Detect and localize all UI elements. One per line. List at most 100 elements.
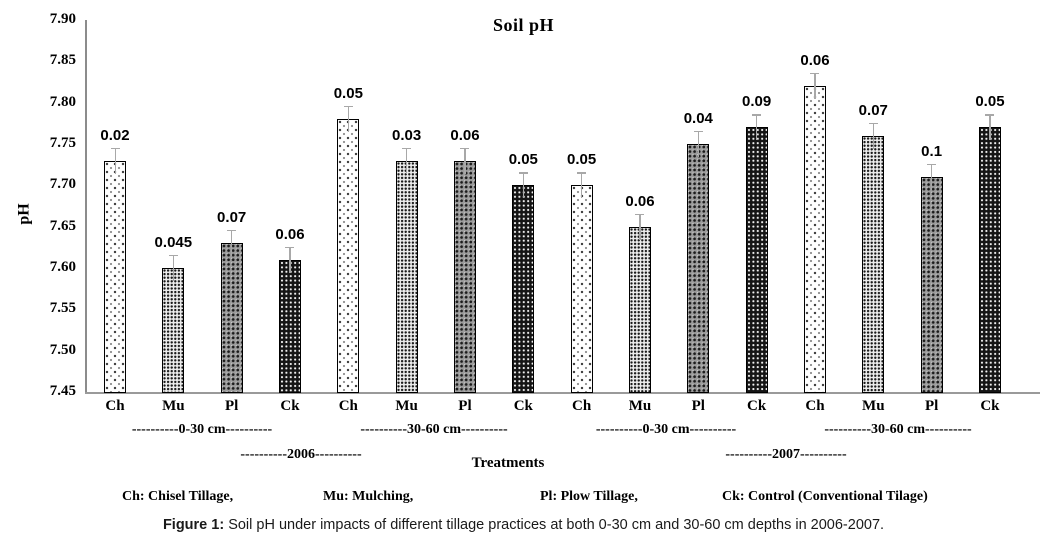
bar-value-label: 0.045 bbox=[154, 234, 193, 251]
y-tick-label: 7.60 bbox=[49, 259, 76, 275]
error-bar-line bbox=[639, 213, 641, 240]
x-tick-label-pl: Pl bbox=[691, 398, 705, 414]
x-tick-label-mu: Mu bbox=[395, 398, 418, 414]
x-tick-label-pl: Pl bbox=[458, 398, 472, 414]
year-group-label: ----------2006---------- bbox=[240, 447, 362, 462]
y-tick-label: 7.70 bbox=[49, 176, 76, 193]
error-bar-line bbox=[989, 114, 991, 141]
bar-value-label: 0.06 bbox=[800, 52, 830, 70]
bar-ch-12 bbox=[803, 86, 826, 393]
error-bar-cap bbox=[752, 114, 762, 116]
error-bar-line bbox=[522, 172, 524, 199]
error-bar-cap bbox=[402, 147, 412, 149]
year-group-label: ----------2007---------- bbox=[725, 447, 847, 462]
figure-caption: Figure 1: Soil pH under impacts of diffe… bbox=[18, 517, 1029, 533]
bar-value-label: 0.02 bbox=[100, 126, 130, 144]
bar-value-label: 0.07 bbox=[217, 209, 247, 227]
x-tick-label-pl: Pl bbox=[924, 398, 939, 414]
y-tick-label: 7.90 bbox=[49, 11, 76, 27]
bar-value-label: 0.07 bbox=[858, 101, 888, 119]
bar-mu-1 bbox=[162, 268, 185, 393]
x-tick-label-pl: Pl bbox=[224, 398, 239, 414]
x-tick-label-ck: Ck bbox=[513, 398, 533, 414]
error-bar-line bbox=[697, 131, 699, 157]
bar-pl-2 bbox=[220, 243, 243, 393]
error-bar-cap bbox=[693, 131, 703, 133]
x-tick-label-ch: Ch bbox=[572, 398, 592, 414]
bar-ch-4 bbox=[337, 119, 360, 393]
y-tick-label: 7.45 bbox=[49, 383, 76, 399]
error-bar-cap bbox=[518, 172, 528, 174]
x-tick-label-ch: Ch bbox=[105, 398, 125, 414]
x-tick-label-ck: Ck bbox=[747, 398, 767, 414]
bar-mu-13 bbox=[862, 135, 885, 393]
error-bar-cap bbox=[110, 147, 120, 149]
error-bar-line bbox=[756, 114, 758, 141]
legend-item-control: Ck: Control (Conventional Tilage) bbox=[722, 489, 928, 504]
y-tick-label: 7.55 bbox=[49, 300, 76, 317]
figure-caption-prefix: Figure 1: bbox=[162, 517, 225, 533]
error-bar-line bbox=[347, 106, 349, 133]
bar-value-label: 0.06 bbox=[450, 126, 480, 144]
y-tick-label: 7.80 bbox=[49, 93, 76, 110]
y-tick-label: 7.75 bbox=[49, 135, 76, 151]
x-tick-label-ck: Ck bbox=[980, 398, 1000, 414]
error-bar-line bbox=[931, 164, 933, 191]
depth-group-label: ----------0-30 cm---------- bbox=[595, 422, 737, 437]
error-bar-line bbox=[581, 172, 583, 199]
error-bar-line bbox=[114, 147, 116, 174]
error-bar-cap bbox=[168, 255, 178, 257]
bar-value-label: 0.03 bbox=[392, 126, 422, 144]
bar-ck-11 bbox=[745, 127, 768, 393]
bar-pl-14 bbox=[920, 177, 943, 393]
error-bar-cap bbox=[810, 73, 820, 75]
error-bar-line bbox=[406, 147, 408, 174]
bar-value-label: 0.06 bbox=[275, 225, 305, 243]
error-bar-cap bbox=[635, 213, 645, 215]
bar-value-label: 0.05 bbox=[975, 93, 1005, 111]
legend-item-mulching: Mu: Mulching, bbox=[323, 489, 414, 504]
bar-value-label: 0.09 bbox=[742, 93, 772, 111]
y-tick-label: 7.65 bbox=[49, 217, 76, 234]
legend-item-plow-tillage: Pl: Plow Tillage, bbox=[540, 489, 638, 504]
error-bar-line bbox=[231, 230, 233, 257]
error-bar-line bbox=[289, 246, 291, 273]
error-bar-cap bbox=[868, 122, 878, 124]
bar-ck-7 bbox=[512, 185, 535, 393]
x-axis-title: Treatments bbox=[471, 455, 545, 471]
x-tick-label-ch: Ch bbox=[805, 398, 825, 414]
error-bar-cap bbox=[927, 164, 937, 166]
error-bar-cap bbox=[460, 147, 470, 149]
bar-value-label: 0.06 bbox=[625, 192, 655, 210]
bar-ch-0 bbox=[104, 160, 126, 393]
error-bar-line bbox=[172, 255, 175, 281]
error-bar-cap bbox=[577, 172, 587, 174]
bar-value-label: 0.05 bbox=[333, 85, 363, 103]
error-bar-line bbox=[872, 122, 874, 149]
depth-group-label: ----------30-60 cm---------- bbox=[360, 422, 508, 437]
error-bar-cap bbox=[285, 246, 295, 248]
y-tick-label: 7.50 bbox=[49, 341, 76, 358]
bar-mu-5 bbox=[395, 160, 418, 393]
bar-ch-8 bbox=[570, 185, 593, 393]
bar-value-label: 0.05 bbox=[567, 151, 597, 169]
bar-value-label: 0.05 bbox=[508, 151, 538, 169]
bar-mu-9 bbox=[628, 226, 651, 393]
bar-pl-6 bbox=[453, 160, 476, 393]
bar-value-label: 0.1 bbox=[921, 143, 943, 161]
error-bar-line bbox=[814, 73, 816, 100]
error-bar-line bbox=[464, 147, 466, 174]
error-bar-cap bbox=[343, 106, 353, 108]
bar-value-label: 0.04 bbox=[683, 110, 713, 127]
bar-pl-10 bbox=[687, 144, 710, 393]
x-tick-label-mu: Mu bbox=[628, 398, 652, 414]
x-axis-line bbox=[85, 392, 1040, 394]
x-tick-label-ch: Ch bbox=[338, 398, 358, 414]
error-bar-cap bbox=[227, 230, 237, 232]
depth-group-label: ----------0-30 cm---------- bbox=[131, 422, 273, 437]
error-bar-cap bbox=[985, 114, 995, 116]
bar-ck-3 bbox=[278, 259, 301, 393]
x-tick-label-mu: Mu bbox=[162, 398, 185, 414]
chart-title: Soil pH bbox=[492, 15, 555, 35]
legend-item-chisel-tillage: Ch: Chisel Tillage, bbox=[122, 489, 234, 504]
